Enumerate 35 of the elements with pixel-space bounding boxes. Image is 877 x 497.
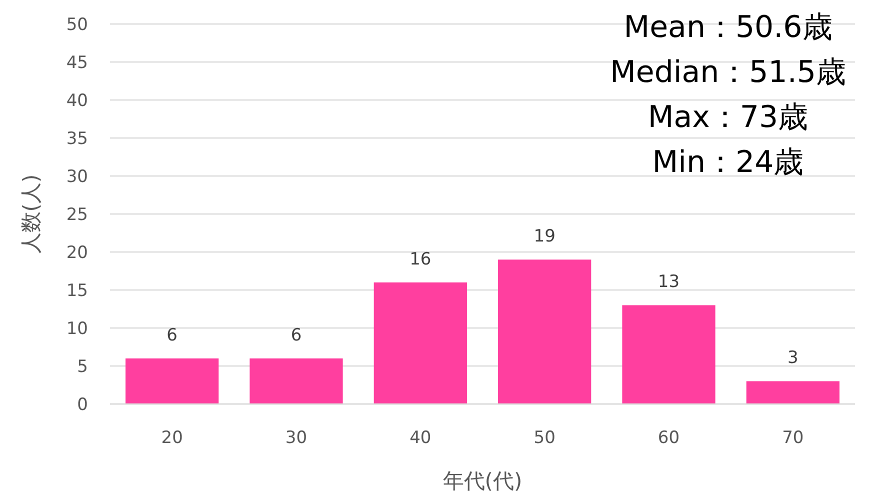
x-tick-label: 30 (285, 428, 308, 448)
x-tick-label: 70 (782, 428, 804, 448)
annotation: Max：73歳 (648, 100, 808, 135)
data-label: 3 (788, 348, 798, 368)
data-label: 16 (410, 249, 432, 270)
x-tick-label: 50 (534, 428, 556, 448)
y-tick-label: 45 (66, 52, 88, 73)
bar (250, 358, 343, 404)
data-label: 6 (290, 325, 302, 346)
x-tick-label: 60 (658, 428, 680, 448)
annotation: Min：24歳 (652, 145, 804, 180)
y-tick-label: 15 (66, 280, 88, 301)
annotation: Median：51.5歳 (610, 55, 846, 90)
x-axis-title: 年代(代) (442, 469, 522, 493)
bar (126, 358, 219, 404)
x-tick-label: 20 (161, 428, 183, 448)
y-tick-label: 25 (66, 204, 88, 225)
annotation: Mean：50.6歳 (624, 10, 832, 45)
y-tick-label: 40 (66, 90, 88, 111)
y-tick-label: 30 (66, 166, 88, 187)
y-tick-label: 0 (77, 394, 88, 415)
bar (622, 305, 716, 404)
bar (374, 282, 467, 404)
x-tick-label: 40 (410, 428, 432, 448)
y-tick-label: 20 (66, 242, 88, 263)
data-label: 13 (658, 272, 680, 292)
bar (498, 260, 592, 404)
y-axis-title: 人数(人) (19, 174, 43, 254)
data-label: 19 (534, 226, 556, 247)
y-tick-label: 50 (66, 14, 88, 35)
data-label: 6 (166, 325, 178, 346)
bar (746, 381, 840, 404)
y-tick-label: 35 (66, 128, 88, 149)
y-tick-label: 10 (66, 318, 88, 339)
y-tick-label: 5 (77, 356, 88, 377)
